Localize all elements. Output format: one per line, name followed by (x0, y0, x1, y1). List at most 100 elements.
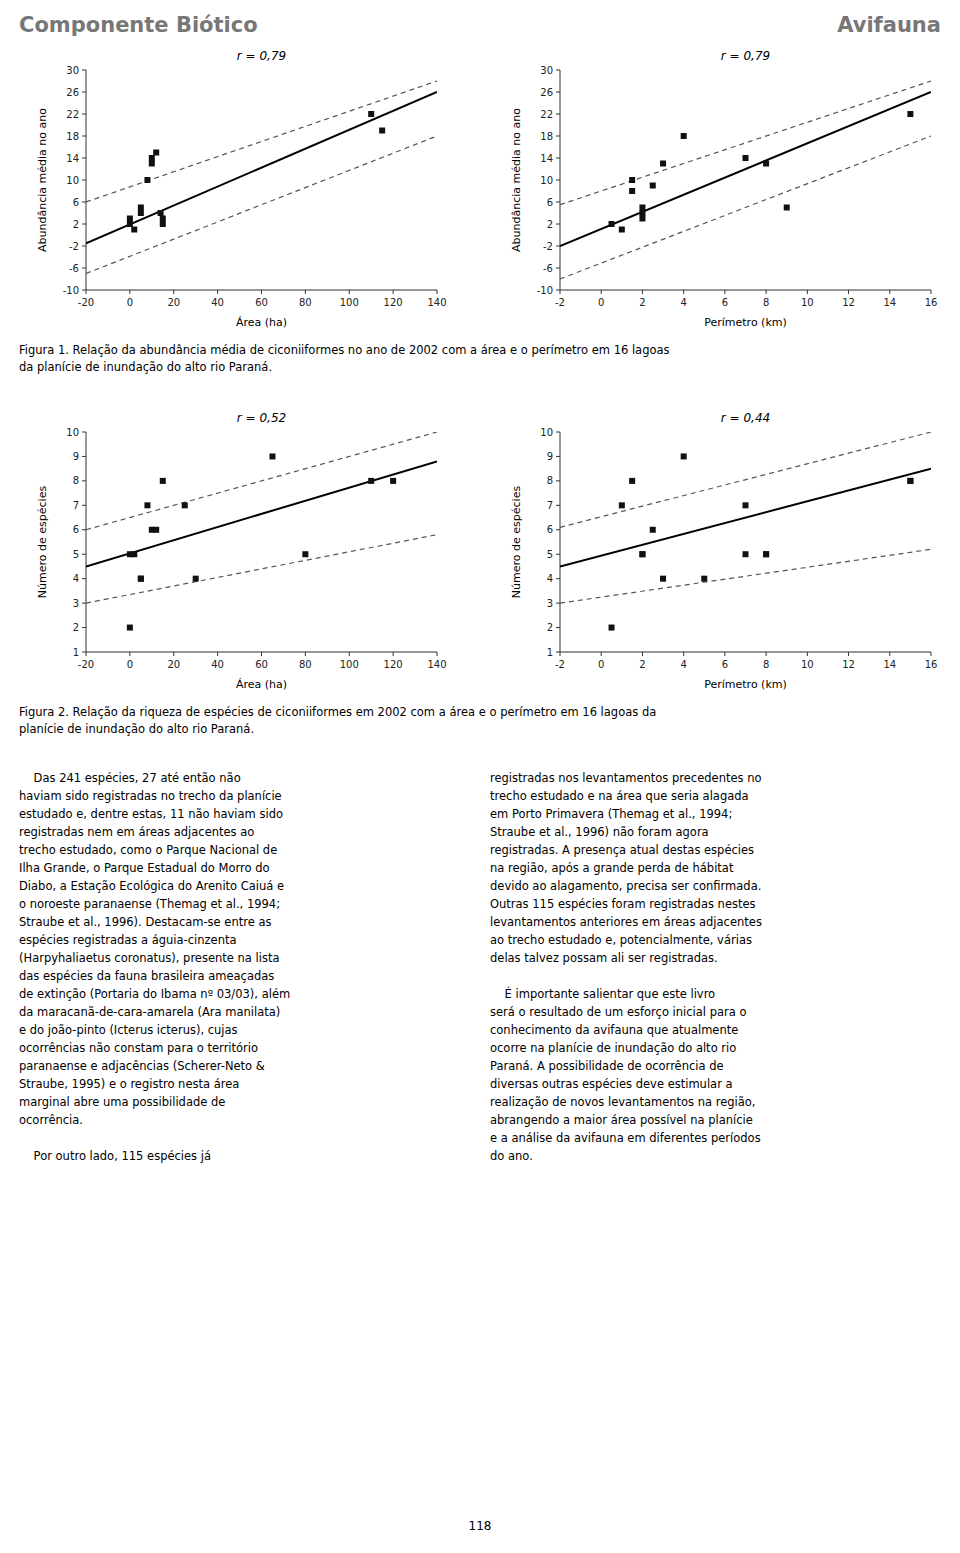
x-tick (724, 652, 725, 656)
body-text: ocorre na planície de inundação do alto … (490, 1041, 736, 1055)
y-tick-label: 18 (540, 131, 553, 142)
x-tick (931, 652, 932, 656)
x-tick (931, 290, 932, 294)
x-tick (437, 652, 438, 656)
y-tick (82, 627, 86, 628)
scatter-point (650, 183, 656, 189)
x-tick-label: 0 (598, 659, 604, 670)
regression-line (86, 92, 437, 243)
x-axis-label: Perímetro (km) (704, 316, 787, 329)
chart: -2002040608010012014012345678910r = 0,52… (36, 411, 447, 691)
y-tick (556, 627, 560, 628)
y-tick-label: 1 (73, 647, 79, 658)
x-tick-label: 120 (384, 659, 403, 670)
x-tick-label: 140 (427, 297, 446, 308)
y-tick-label: 8 (547, 475, 553, 486)
y-tick (82, 480, 86, 481)
body-text: e a análise da avifauna em diferentes pe… (490, 1131, 761, 1145)
scatter-point (302, 551, 308, 557)
plot-area (86, 81, 437, 274)
body-text: registradas. A presença atual destas esp… (490, 843, 754, 857)
x-tick-label: 12 (842, 659, 855, 670)
y-tick-label: 9 (547, 451, 553, 462)
y-axis-label: Abundância média no ano (36, 108, 49, 252)
scatter-point (629, 188, 635, 194)
scatter-point (629, 177, 635, 183)
y-tick (556, 505, 560, 506)
scatter-point (138, 205, 144, 211)
x-tick (807, 290, 808, 294)
x-tick (129, 652, 130, 656)
regression-line (86, 461, 437, 566)
y-tick-label: -2 (543, 241, 553, 252)
confidence-line (560, 136, 931, 279)
body-text: será o resultado de um esforço inicial p… (490, 1005, 747, 1019)
x-axis-label: Área (ha) (236, 316, 287, 329)
scatter-point (701, 576, 707, 582)
x-tick-label: 16 (925, 297, 938, 308)
y-tick (556, 224, 560, 225)
y-tick (82, 136, 86, 137)
x-tick-label: 8 (763, 297, 769, 308)
x-axis-label: Perímetro (km) (704, 678, 787, 691)
y-tick-label: 22 (66, 109, 79, 120)
plot-area (560, 432, 931, 631)
x-tick-label: 120 (384, 297, 403, 308)
x-tick-label: 14 (883, 659, 896, 670)
scatter-point (743, 155, 749, 161)
y-tick-label: 2 (73, 622, 79, 633)
chart-title: r = 0,52 (237, 411, 286, 425)
y-tick (556, 246, 560, 247)
body-text: conhecimento da avifauna que atualmente (490, 1023, 738, 1037)
y-tick (82, 529, 86, 530)
header-left: Componente Biótico (19, 13, 258, 37)
body-text: haviam sido registradas no trecho da pla… (19, 789, 282, 803)
scatter-point (193, 576, 199, 582)
x-tick (560, 290, 561, 294)
y-tick-label: 3 (73, 598, 79, 609)
body-text: das espécies da fauna brasileira ameaçad… (19, 969, 274, 983)
y-tick-label: -2 (69, 241, 79, 252)
x-tick-label: 16 (925, 659, 938, 670)
x-tick-label: 20 (167, 659, 180, 670)
y-tick (82, 70, 86, 71)
scatter-point (127, 625, 133, 631)
y-axis-line (560, 432, 561, 652)
plot-area (560, 81, 931, 279)
y-tick (82, 224, 86, 225)
scatter-point (149, 155, 155, 161)
page-number: 118 (469, 1519, 492, 1533)
y-tick (556, 652, 560, 653)
chart-title: r = 0,79 (721, 49, 770, 63)
body-text: levantamentos anteriores em áreas adjace… (490, 915, 762, 929)
x-axis-line (560, 652, 931, 653)
scatter-point (269, 453, 275, 459)
figure-caption: Figura 1. Relação da abundância média de… (19, 343, 670, 357)
scatter-point (784, 205, 790, 211)
y-tick (556, 92, 560, 93)
body-text: ocorrências não constam para o territóri… (19, 1041, 258, 1055)
y-tick-label: 30 (66, 65, 79, 76)
y-tick-label: 7 (547, 500, 553, 511)
scatter-point (609, 221, 615, 227)
y-tick-label: 18 (66, 131, 79, 142)
body-text: marginal abre uma possibilidade de (19, 1095, 225, 1109)
scatter-point (619, 502, 625, 508)
y-tick-label: 7 (73, 500, 79, 511)
scatter-point (131, 551, 137, 557)
scatter-point (127, 216, 133, 222)
x-tick-label: 100 (340, 297, 359, 308)
body-text: do ano. (490, 1149, 533, 1163)
x-tick (261, 652, 262, 656)
x-tick-label: 8 (763, 659, 769, 670)
body-text: paranaense e adjacências (Scherer-Neto & (19, 1059, 265, 1073)
x-tick (349, 290, 350, 294)
scatter-point (619, 227, 625, 233)
body-text: Outras 115 espécies foram registradas ne… (490, 897, 756, 911)
x-axis-line (560, 290, 931, 291)
x-tick-label: 60 (255, 659, 268, 670)
scatter-point (138, 210, 144, 216)
y-tick (82, 180, 86, 181)
y-tick-label: 5 (73, 549, 79, 560)
y-tick (82, 603, 86, 604)
